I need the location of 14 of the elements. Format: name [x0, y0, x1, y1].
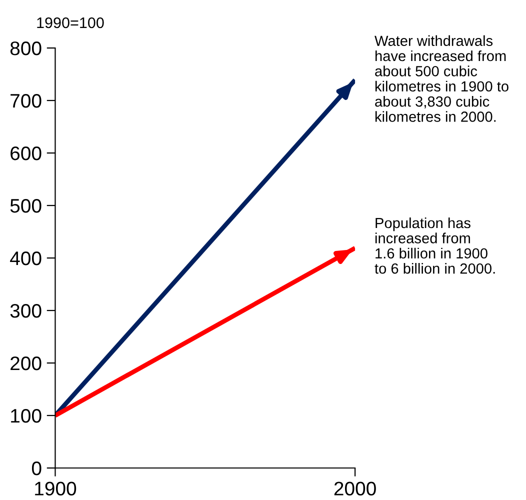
- y-tick-label: 300: [10, 304, 42, 318]
- y-tick-label: 100: [11, 408, 42, 423]
- y-tick-label: 600: [10, 146, 42, 160]
- y-tick-label: 0: [32, 461, 42, 476]
- y-axis-title: 1990=100: [37, 17, 104, 28]
- y-tick-label: 700: [10, 94, 42, 108]
- annotation: Water withdrawals have increased from about 500 cubic kilometres in 1900 to about 3,830 cubic kilometres in 2000.: [374, 35, 508, 122]
- x-tick-label: 2000: [334, 482, 376, 496]
- annotation: Population has increased from 1.6 billion in 1900 to 6 billion in 2000.: [374, 217, 495, 274]
- y-tick-label: 500: [10, 198, 42, 213]
- y-tick-label: 200: [10, 356, 42, 370]
- x-tick-label: 1900: [35, 482, 76, 496]
- y-tick-label: 800: [10, 41, 42, 56]
- y-tick-label: 400: [10, 251, 42, 266]
